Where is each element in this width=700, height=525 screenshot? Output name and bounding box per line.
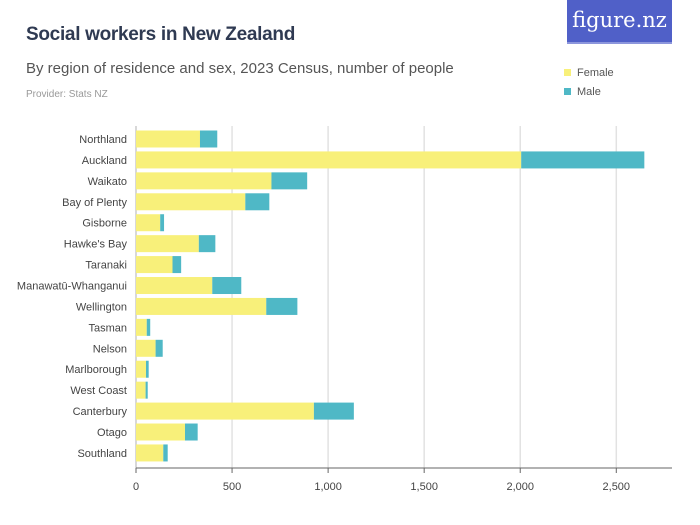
bar-female <box>136 172 272 190</box>
bar-male <box>212 277 242 295</box>
bar-male <box>199 130 218 148</box>
bar-male <box>245 193 270 211</box>
category-label: Bay of Plenty <box>62 197 127 209</box>
category-label: Auckland <box>82 155 127 167</box>
legend-male: Male <box>564 86 601 98</box>
legend-swatch-male <box>564 88 571 95</box>
bar-male <box>521 151 645 169</box>
provider-text: Provider: Stats NZ <box>26 89 108 100</box>
bar-male <box>266 297 298 315</box>
x-tick-label: 1,000 <box>314 481 342 493</box>
chart-title: Social workers in New Zealand <box>26 24 296 45</box>
category-label: Canterbury <box>73 406 128 418</box>
bar-female <box>136 402 314 420</box>
bar-male <box>146 318 151 336</box>
category-label: Waikato <box>88 176 127 188</box>
bar-male <box>184 423 198 441</box>
bar-female <box>136 235 199 253</box>
x-tick-label: 1,500 <box>410 481 438 493</box>
category-label: Northland <box>79 134 127 146</box>
bar-female <box>136 193 246 211</box>
bar-male <box>145 360 149 378</box>
bar-female <box>136 130 200 148</box>
bar-female <box>136 360 146 378</box>
bar-female <box>136 339 156 357</box>
bar-male <box>271 172 308 190</box>
x-tick-label: 500 <box>223 481 241 493</box>
category-label: Manawatū-Whanganui <box>17 281 127 293</box>
bar-male <box>198 235 216 253</box>
category-label: Nelson <box>93 343 127 355</box>
bar-female <box>136 214 161 232</box>
bar-female <box>136 151 522 169</box>
x-tick-label: 2,000 <box>506 481 534 493</box>
category-label: Marlborough <box>65 364 127 376</box>
category-label: Taranaki <box>85 260 127 272</box>
bar-female <box>136 318 147 336</box>
bar-male <box>160 214 165 232</box>
x-tick-label: 0 <box>133 481 139 493</box>
category-label: Hawke's Bay <box>64 239 128 251</box>
bar-female <box>136 277 213 295</box>
figure-nz-logo[interactable]: figure.nz <box>567 0 672 44</box>
category-label: West Coast <box>70 385 127 397</box>
bar-female <box>136 297 267 315</box>
bar-male <box>172 256 182 274</box>
bar-male <box>163 444 168 462</box>
bar-male <box>313 402 354 420</box>
x-tick-label: 2,500 <box>603 481 631 493</box>
legend-swatch-female <box>564 69 571 76</box>
bar-female <box>136 423 185 441</box>
legend-label-female: Female <box>577 67 614 79</box>
legend-label-male: Male <box>577 86 601 98</box>
bar-male <box>155 339 163 357</box>
legend-female: Female <box>564 67 614 79</box>
bar-female <box>136 256 173 274</box>
bar-male <box>145 381 148 399</box>
category-label: Wellington <box>76 301 127 313</box>
category-label: Southland <box>77 448 127 460</box>
bar-female <box>136 444 164 462</box>
chart-subtitle: By region of residence and sex, 2023 Cen… <box>26 60 454 77</box>
category-label: Gisborne <box>82 218 127 230</box>
category-label: Otago <box>97 427 127 439</box>
bar-female <box>136 381 146 399</box>
category-label: Tasman <box>88 322 127 334</box>
